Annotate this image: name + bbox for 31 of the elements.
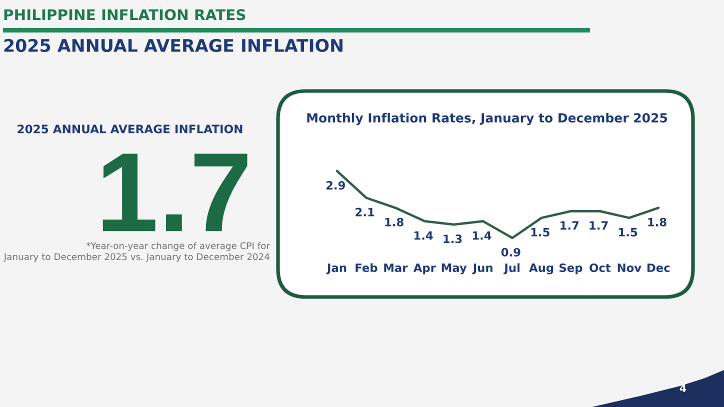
data-label: 1.3: [444, 234, 462, 244]
x-tick-label: Nov: [618, 264, 642, 272]
data-label: 1.4: [414, 231, 433, 240]
text: 2025 ANNUAL AVERAGE INFLATION: [4, 38, 342, 52]
x-tick-label: Mar: [384, 264, 408, 272]
x-tick-label: Feb: [356, 263, 378, 272]
text: *Year-on-year change of average CPI for January to December 2025 vs. January to December 2024: [3, 242, 270, 262]
text: 1.7: [102, 154, 248, 232]
text: PHILIPPINE INFLATION RATES: [4, 9, 246, 20]
x-tick-label: Apr: [413, 264, 436, 274]
x-tick-label: Jun: [472, 264, 492, 274]
data-label: 1.5: [618, 228, 638, 236]
x-tick-label: Jan: [326, 264, 346, 274]
data-label: 1.8: [648, 218, 666, 226]
data-label: 1.7: [590, 221, 608, 230]
chart-title: Monthly Inflation Rates, January to December 2025: [307, 112, 668, 126]
data-label: 1.7: [560, 221, 579, 230]
x-tick-label: Jul: [504, 263, 520, 274]
x-tick-label: Oct: [590, 263, 611, 272]
data-label: 1.5: [531, 228, 550, 236]
text: 2025 ANNUAL AVERAGE INFLATION: [18, 124, 242, 134]
data-label: 1.4: [472, 231, 492, 240]
data-label: 1.8: [385, 218, 404, 226]
x-tick-label: May: [442, 264, 467, 274]
x-tick-label: Aug: [529, 264, 554, 274]
data-label: 0.9: [501, 248, 520, 257]
data-label: 2.1: [356, 208, 374, 216]
x-tick-label: Dec: [647, 264, 670, 272]
data-label: 2.9: [326, 181, 345, 190]
text: 4: [680, 384, 686, 392]
x-tick-label: Sep: [560, 263, 582, 274]
